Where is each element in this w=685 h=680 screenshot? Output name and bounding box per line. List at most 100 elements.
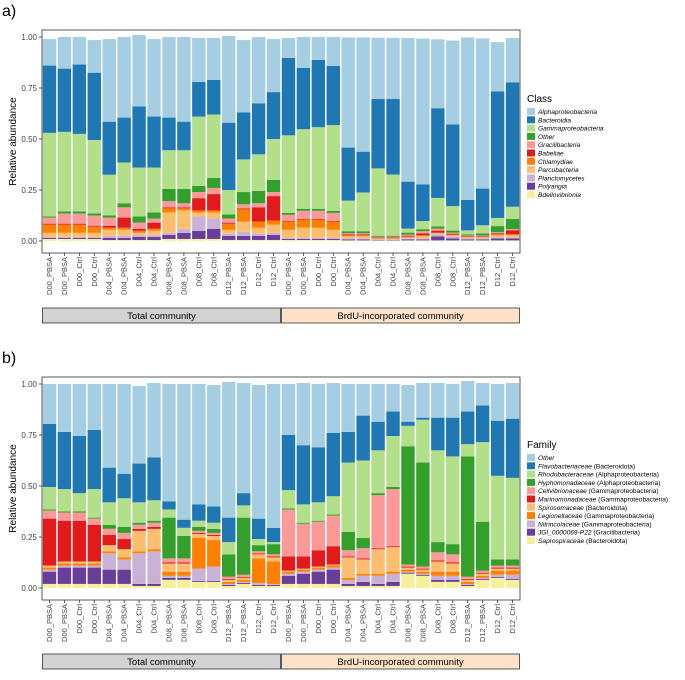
bar-segment bbox=[251, 582, 266, 585]
legend-swatch bbox=[527, 124, 535, 132]
bar-segment bbox=[371, 548, 385, 550]
bar-segment bbox=[102, 528, 116, 535]
bar-segment bbox=[251, 554, 266, 559]
bar-segment bbox=[42, 232, 57, 237]
bar-segment bbox=[296, 568, 311, 570]
bar-segment bbox=[311, 583, 326, 588]
bar-segment bbox=[371, 235, 385, 237]
bar-segment bbox=[207, 210, 221, 213]
bar-segment bbox=[266, 584, 281, 586]
legend-swatch bbox=[527, 157, 535, 165]
bar-segment bbox=[386, 547, 400, 572]
bar-segment bbox=[162, 517, 176, 559]
bar-segment bbox=[177, 571, 191, 576]
bar-segment bbox=[461, 411, 475, 445]
bar-segment bbox=[132, 530, 146, 552]
bar-segment bbox=[57, 237, 72, 239]
bar-segment bbox=[461, 576, 475, 579]
bar-segment bbox=[446, 40, 460, 125]
bar-segment bbox=[177, 563, 191, 572]
bar-segment bbox=[386, 239, 400, 241]
bar-segment bbox=[296, 239, 311, 241]
bar-segment bbox=[251, 539, 266, 546]
bar-segment bbox=[371, 421, 385, 451]
x-tick-label: D00_Ctrl bbox=[90, 604, 99, 634]
bar-segment bbox=[326, 569, 340, 584]
bar-segment bbox=[251, 239, 266, 241]
bar-segment bbox=[401, 567, 415, 570]
bar-segment bbox=[505, 568, 520, 571]
bar-segment bbox=[341, 200, 355, 232]
bar-segment bbox=[162, 150, 176, 189]
bar-segment bbox=[177, 37, 191, 122]
bar-segment bbox=[341, 550, 355, 557]
bar-segment bbox=[207, 212, 221, 219]
bar-segment bbox=[192, 216, 206, 231]
bar-segment bbox=[72, 237, 87, 239]
bar-segment bbox=[42, 567, 57, 570]
bar-segment bbox=[475, 579, 490, 588]
bar-segment bbox=[386, 235, 400, 237]
bar-segment bbox=[475, 238, 490, 240]
bar-segment bbox=[311, 59, 326, 128]
bar-segment bbox=[57, 238, 72, 241]
bar-segment bbox=[296, 218, 311, 220]
bar-segment bbox=[251, 227, 266, 234]
bar-segment bbox=[475, 236, 490, 238]
bar-segment bbox=[311, 218, 326, 220]
bar-segment bbox=[416, 221, 430, 230]
bar-segment bbox=[281, 508, 296, 510]
panel-a: a) Relative abundance 0.00 0.25 0.50 0.75 1.00… bbox=[2, 3, 604, 324]
bar-segment bbox=[490, 237, 505, 239]
bar-segment bbox=[281, 238, 296, 240]
bar-segment bbox=[117, 557, 131, 560]
group-box bbox=[281, 653, 520, 670]
bar-segment bbox=[57, 224, 72, 233]
bar-segment bbox=[147, 212, 161, 219]
bar-segment bbox=[461, 199, 475, 231]
bar-segment bbox=[177, 232, 191, 239]
bar-segment bbox=[371, 495, 385, 549]
bar-segment bbox=[461, 581, 475, 584]
bar-segment bbox=[177, 562, 191, 564]
bar-segment bbox=[505, 206, 520, 219]
bar-segment bbox=[475, 235, 490, 237]
bar-segment bbox=[222, 542, 236, 555]
bar-segment bbox=[475, 573, 490, 576]
bar-segment bbox=[222, 581, 236, 584]
bar-segment bbox=[311, 219, 326, 228]
bar-segment bbox=[356, 573, 370, 576]
bar-segment bbox=[177, 558, 191, 563]
bar-segment bbox=[341, 531, 355, 551]
bar-segment bbox=[266, 557, 281, 562]
bar-segment bbox=[162, 207, 176, 209]
bar-segment bbox=[401, 573, 415, 588]
bar-segment bbox=[42, 423, 57, 488]
bar-segment bbox=[236, 577, 251, 580]
bar-segment bbox=[311, 520, 326, 522]
bar-segment bbox=[132, 216, 146, 223]
bar-segment bbox=[147, 551, 161, 584]
bar-segment bbox=[341, 585, 355, 588]
bar-segment bbox=[401, 572, 415, 574]
bar-segment bbox=[236, 192, 251, 205]
bar-segment bbox=[505, 567, 520, 569]
x-tick-label: D00_Ctrl bbox=[90, 257, 99, 287]
bar-segment bbox=[326, 564, 340, 566]
bar-segment bbox=[72, 64, 87, 134]
bar-segment bbox=[311, 447, 326, 503]
bar-segment bbox=[117, 239, 131, 241]
bar-segment bbox=[102, 174, 116, 216]
bar-segment bbox=[371, 239, 385, 240]
bar-segment bbox=[222, 554, 236, 577]
bar-segment bbox=[446, 234, 460, 236]
bar-segment bbox=[162, 238, 176, 241]
bar-segment bbox=[236, 505, 251, 518]
legend-label: Parcubacteria bbox=[538, 167, 579, 174]
bar-segment bbox=[42, 65, 57, 133]
bar-segment bbox=[236, 583, 251, 588]
bar-segment bbox=[42, 509, 57, 511]
legend-label: Cellvibrionaceae (Gammaproteobacteria) bbox=[538, 488, 659, 495]
legend-swatch bbox=[527, 174, 535, 182]
bar-segment bbox=[192, 568, 206, 581]
